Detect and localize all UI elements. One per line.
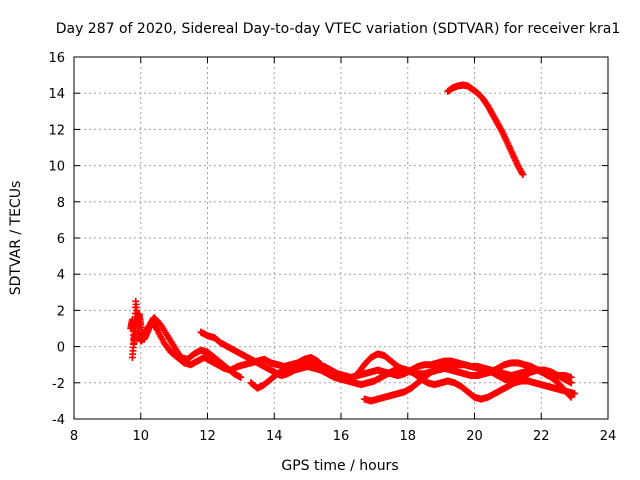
- y-tick-label: 4: [57, 268, 65, 283]
- grid: [73, 56, 609, 420]
- x-axis-label: GPS time / hours: [281, 458, 398, 474]
- data-point: [571, 390, 579, 398]
- x-tick-label: 16: [333, 429, 350, 444]
- data-point: [566, 392, 574, 400]
- y-tick-label: 2: [57, 304, 65, 319]
- plot-frame: [73, 56, 609, 420]
- y-tick-label: 8: [57, 196, 65, 211]
- y-tick-label: 16: [48, 51, 65, 66]
- series-track-5: [360, 361, 575, 405]
- y-tick-label: 10: [48, 160, 65, 175]
- x-tick-label: 24: [600, 429, 617, 444]
- data-points: [127, 81, 579, 405]
- data-point: [519, 171, 527, 179]
- y-tick-label: 0: [57, 341, 65, 356]
- y-axis-label: SDTVAR / TECUs: [8, 181, 24, 296]
- y-tick-label: -2: [52, 377, 65, 392]
- y-tick-label: 14: [48, 87, 65, 102]
- chart-title: Day 287 of 2020, Sidereal Day-to-day VTE…: [56, 21, 621, 37]
- series-track-6: [444, 81, 527, 179]
- data-point: [237, 373, 245, 381]
- data-point: [153, 325, 161, 333]
- x-tick-label: 14: [266, 429, 283, 444]
- data-point: [567, 379, 575, 387]
- x-tick-label: 12: [199, 429, 216, 444]
- y-tick-label: 12: [48, 123, 65, 138]
- y-tick-label: -4: [52, 413, 65, 428]
- data-point: [567, 393, 575, 401]
- x-tick-label: 20: [466, 429, 483, 444]
- x-tick-label: 10: [132, 429, 149, 444]
- x-tick-label: 18: [399, 429, 416, 444]
- data-point: [518, 169, 526, 177]
- series-track-2: [127, 310, 245, 381]
- x-tick-label: 8: [70, 429, 78, 444]
- x-tick-label: 22: [533, 429, 550, 444]
- y-tick-label: 6: [57, 232, 65, 247]
